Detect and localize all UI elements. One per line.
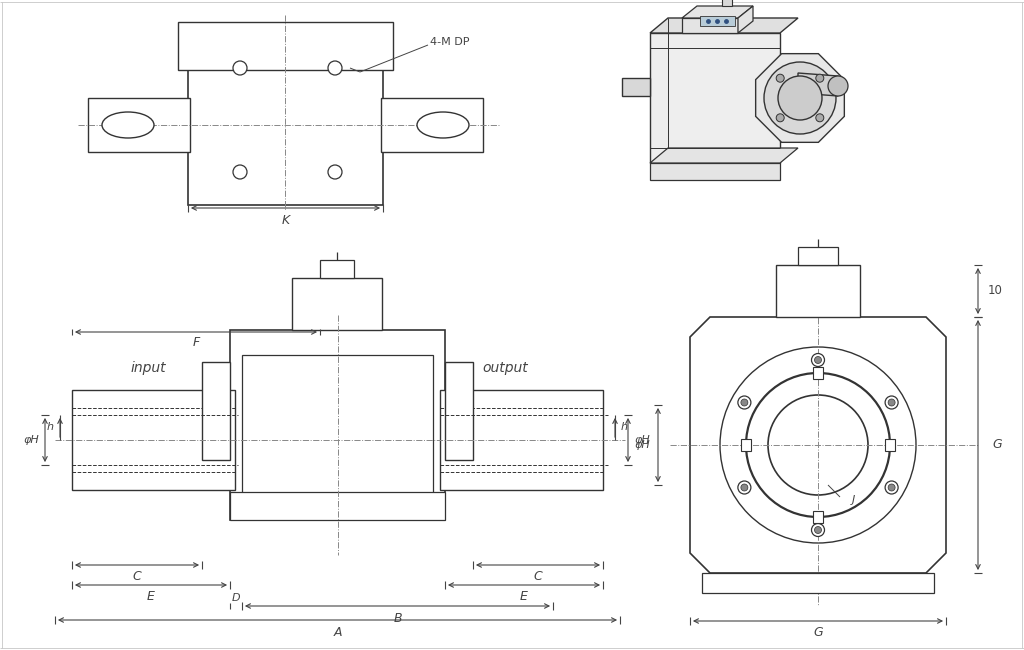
Circle shape (746, 373, 890, 517)
Circle shape (816, 114, 823, 122)
Polygon shape (682, 18, 738, 33)
Circle shape (233, 61, 247, 75)
Text: φH: φH (24, 435, 39, 445)
Bar (776, 265, 860, 317)
Ellipse shape (417, 112, 469, 138)
Text: input: input (130, 361, 166, 375)
Bar (440, 390, 603, 490)
Polygon shape (622, 78, 650, 96)
Text: h: h (47, 422, 54, 432)
Polygon shape (690, 317, 946, 573)
Circle shape (885, 396, 898, 409)
Text: E: E (147, 590, 155, 603)
Circle shape (776, 74, 784, 82)
Circle shape (328, 165, 342, 179)
Text: φH: φH (634, 440, 650, 450)
Bar (88, 98, 190, 152)
Circle shape (738, 396, 751, 409)
Text: E: E (520, 590, 528, 603)
Polygon shape (650, 33, 780, 163)
Text: B: B (393, 612, 401, 625)
Bar (885, 439, 895, 451)
Text: G: G (813, 627, 823, 640)
Text: 4-M DP: 4-M DP (430, 37, 469, 47)
Circle shape (328, 61, 342, 75)
Text: 10: 10 (988, 285, 1002, 298)
Circle shape (764, 62, 836, 134)
Bar (202, 362, 230, 460)
Circle shape (888, 484, 895, 491)
Circle shape (888, 399, 895, 406)
Text: F: F (193, 335, 200, 348)
Polygon shape (650, 148, 798, 163)
Circle shape (811, 523, 824, 536)
Bar (242, 355, 433, 495)
Text: K: K (282, 213, 290, 226)
Text: output: output (482, 361, 528, 375)
Bar (702, 573, 934, 593)
Bar (72, 390, 234, 490)
Bar (798, 247, 838, 265)
Circle shape (233, 165, 247, 179)
Circle shape (720, 347, 916, 543)
Text: C: C (534, 571, 543, 584)
Bar (813, 511, 823, 523)
Text: C: C (133, 571, 141, 584)
Circle shape (778, 76, 822, 120)
Bar (813, 367, 823, 379)
Polygon shape (738, 6, 753, 33)
Text: h: h (621, 422, 628, 432)
Bar (230, 330, 445, 520)
Circle shape (741, 399, 748, 406)
Bar (319, 260, 354, 278)
Circle shape (885, 481, 898, 494)
Circle shape (741, 484, 748, 491)
Text: D: D (231, 593, 241, 603)
Polygon shape (756, 54, 845, 142)
Bar (381, 98, 483, 152)
Circle shape (814, 356, 821, 363)
Polygon shape (650, 18, 798, 33)
Circle shape (814, 526, 821, 534)
Bar (230, 492, 445, 520)
Bar (292, 278, 382, 330)
Ellipse shape (102, 112, 154, 138)
Text: J: J (851, 495, 855, 505)
Circle shape (776, 114, 784, 122)
Circle shape (738, 481, 751, 494)
Circle shape (828, 76, 848, 96)
Text: G: G (992, 439, 1001, 452)
Bar (445, 362, 473, 460)
Text: φH: φH (634, 435, 650, 445)
Circle shape (811, 354, 824, 367)
Circle shape (768, 395, 868, 495)
Polygon shape (700, 16, 735, 26)
Polygon shape (798, 73, 838, 96)
Circle shape (816, 74, 823, 82)
Polygon shape (682, 6, 753, 18)
Bar (741, 439, 751, 451)
Polygon shape (722, 0, 732, 6)
Bar (188, 35, 383, 205)
Text: A: A (333, 625, 342, 638)
Polygon shape (650, 163, 780, 180)
Bar (178, 22, 393, 70)
